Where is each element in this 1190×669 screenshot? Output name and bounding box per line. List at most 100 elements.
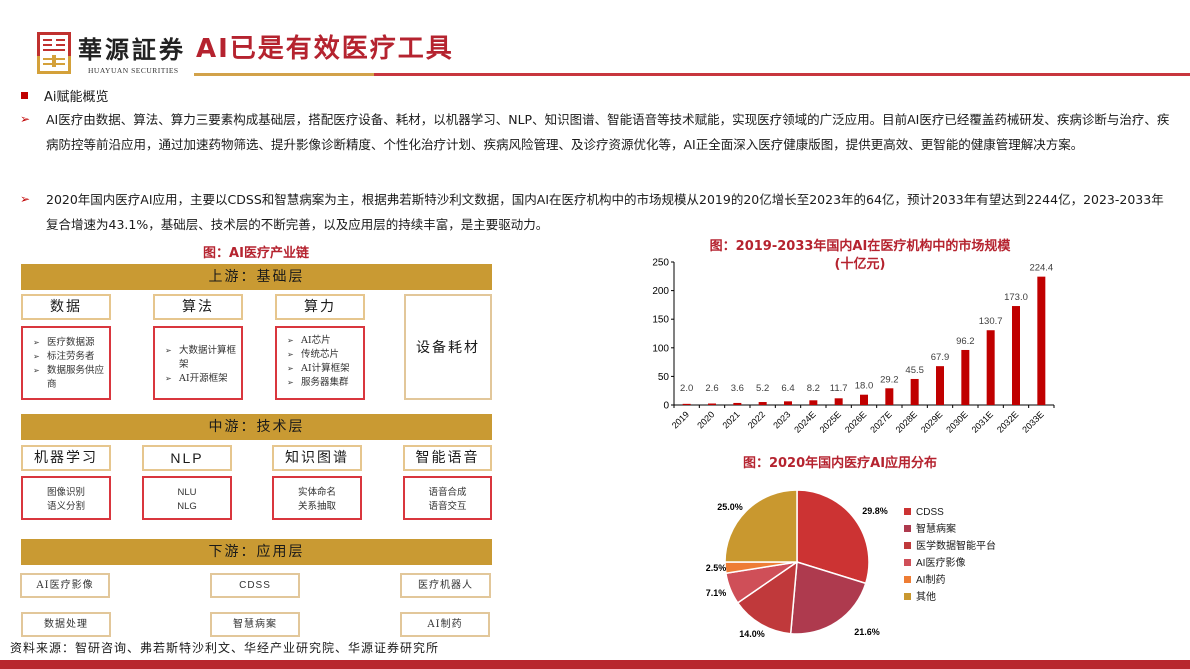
bar-value-label: 18.0: [855, 381, 874, 392]
bar: [784, 401, 792, 405]
legend-swatch: [904, 593, 911, 600]
bar: [936, 366, 944, 405]
pie-value-label: 29.8%: [862, 506, 888, 516]
bar-value-label: 3.6: [731, 383, 744, 394]
x-tick-label: 2022: [746, 409, 767, 430]
bar: [758, 402, 767, 405]
midstream-band: 中游：技术层: [21, 414, 492, 440]
bar: [834, 398, 843, 405]
market-size-bar-chart: 0 50 100 150 200 250 2.0 2019 2.6 2020 3.6 2021 5.2 2…: [652, 258, 1055, 435]
upstream-list-data: 医疗数据源 标注劳务者 数据服务供应商: [21, 326, 111, 400]
upstream-band: 上游：基础层: [21, 264, 492, 290]
arrow-bullet-icon: ➢: [20, 112, 31, 126]
huayuan-logo-icon: [37, 32, 71, 74]
title-rule-gold: [194, 73, 374, 76]
page-title: AI已是有效医疗工具: [196, 34, 454, 64]
upstream-list-compute: AI芯片 传统芯片 AI计算框架 服务器集群: [275, 326, 365, 400]
legend-label: CDSS: [916, 507, 944, 518]
pie-slice: [789, 561, 867, 635]
legend-swatch: [904, 542, 911, 549]
upstream-header-compute: 算力: [275, 294, 365, 320]
x-tick-label: 2023: [771, 409, 792, 430]
bar-chart-caption: 图：2019-2033年国内AI在医疗机构中的市场规模 (十亿元): [709, 239, 1011, 272]
upstream-equipment-box: 设备耗材: [404, 294, 492, 400]
bar-value-label: 45.5: [905, 365, 924, 376]
paragraph-1: ➢ AI医疗由数据、算法、算力三要素构成基础层，搭配医疗设备、耗材，以机器学习、…: [20, 107, 1170, 157]
x-tick-label: 2019: [670, 409, 691, 430]
bar: [733, 402, 742, 405]
bar-value-label: 173.0: [1004, 292, 1028, 303]
x-tick-label: 2027E: [868, 409, 893, 434]
pie-value-label: 14.0%: [739, 629, 765, 639]
bar-value-label: 29.2: [880, 374, 899, 385]
pie-slice: [724, 489, 798, 563]
x-tick-label: 2033E: [1020, 409, 1045, 434]
app-data-processing: 数据处理: [21, 612, 111, 637]
section-heading: Ai赋能概览: [18, 86, 109, 105]
pie-slice: [736, 560, 798, 635]
title-rule-red: [374, 73, 1190, 76]
app-cdss: CDSS: [210, 573, 300, 598]
y-tick-label: 100: [652, 343, 669, 354]
midstream-list-ml: 图像识别 语义分割: [21, 476, 111, 520]
legend-label: 医学数据智能平台: [916, 539, 996, 552]
bar-value-label: 5.2: [756, 383, 769, 394]
y-tick-label: 50: [658, 372, 670, 383]
x-tick-label: 2030E: [944, 409, 969, 434]
downstream-band: 下游：应用层: [21, 539, 492, 565]
footer-bar: [0, 660, 1190, 669]
bar-value-label: 130.7: [979, 316, 1003, 327]
legend-swatch: [904, 576, 911, 583]
x-tick-label: 2020: [695, 409, 716, 430]
upstream-list-algorithm: 大数据计算框架 AI开源框架: [153, 326, 243, 400]
pie-value-label: 25.0%: [717, 502, 743, 512]
bar-value-label: 96.2: [956, 336, 975, 347]
bar: [809, 400, 818, 405]
logo-english: HUAYUAN SECURITIES: [88, 66, 179, 75]
x-tick-label: 2024E: [792, 409, 817, 434]
midstream-header-nlp: NLP: [142, 445, 232, 471]
midstream-header-kg: 知识图谱: [272, 445, 362, 471]
bar: [885, 388, 894, 405]
pie-value-label: 7.1%: [706, 588, 727, 598]
paragraph-2: ➢ 2020年国内医疗AI应用，主要以CDSS和智慧病案为主，根据弗若斯特沙利文…: [20, 187, 1170, 237]
bar-value-label: 11.7: [830, 383, 848, 394]
square-bullet-icon: [21, 92, 28, 99]
x-tick-label: 2029E: [919, 409, 944, 434]
midstream-header-ml: 机器学习: [21, 445, 111, 471]
midstream-list-voice: 语音合成 语音交互: [403, 476, 492, 520]
pie-slice: [796, 489, 870, 585]
bar: [1012, 306, 1020, 405]
section-heading-text: Ai赋能概览: [44, 90, 109, 105]
app-ai-pharma: AI制药: [400, 612, 490, 637]
pie-value-label: 21.6%: [854, 627, 880, 637]
midstream-header-voice: 智能语音: [403, 445, 492, 471]
app-smart-records: 智慧病案: [210, 612, 300, 637]
y-tick-label: 200: [652, 286, 669, 297]
source-note: 资料来源：智研咨询、弗若斯特沙利文、华经产业研究院、华源证券研究所: [10, 641, 440, 655]
chain-caption: 图：AI医疗产业链: [203, 246, 309, 261]
upstream-header-data: 数据: [21, 294, 111, 320]
legend-swatch: [904, 508, 911, 515]
bar: [961, 349, 970, 405]
pie-chart-caption: 图：2020年国内医疗AI应用分布: [742, 456, 938, 471]
arrow-bullet-icon: ➢: [20, 192, 31, 206]
midstream-list-nlp: NLU NLG: [142, 476, 232, 520]
x-tick-label: 2031E: [970, 409, 995, 434]
app-ai-imaging: AI医疗影像: [20, 573, 110, 598]
y-tick-label: 250: [652, 258, 669, 269]
bar: [860, 394, 868, 405]
bar-value-label: 224.4: [1029, 263, 1053, 274]
pie-value-label: 2.5%: [706, 563, 727, 573]
legend-label: 智慧病案: [916, 522, 956, 535]
x-tick-label: 2028E: [894, 409, 919, 434]
upstream-header-algorithm: 算法: [153, 294, 243, 320]
bar: [708, 403, 716, 405]
y-tick-label: 150: [652, 315, 669, 326]
x-tick-label: 2026E: [843, 409, 868, 434]
application-distribution-pie-chart: 29.8% 21.6% 14.0% 7.1% 2.5% 25.0% CDSS 智慧病案医学数据…: [706, 489, 996, 639]
logo-chinese: 華源証券: [78, 35, 186, 64]
legend-label: 其他: [916, 590, 936, 603]
bar: [910, 378, 919, 405]
legend-swatch: [904, 559, 911, 566]
